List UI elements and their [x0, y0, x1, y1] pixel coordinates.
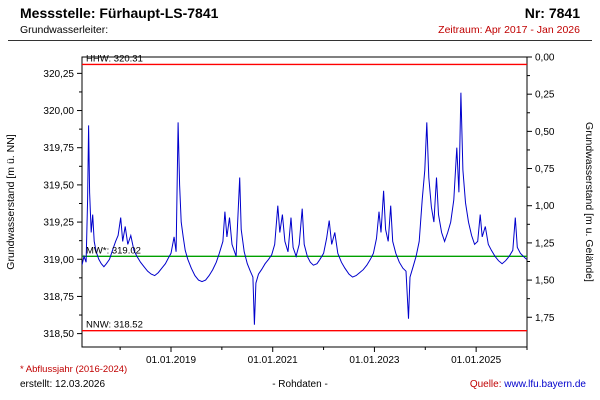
y-right-tick-label: 0,75: [535, 164, 555, 175]
station-title: Messstelle: Fürhaupt-LS-7841: [20, 5, 219, 21]
discharge-year-footnote: * Abflussjahr (2016-2024): [20, 364, 128, 375]
y-right-tick-label: 1,25: [535, 238, 555, 249]
ref-label-hhw: HHW: 320.31: [86, 53, 143, 64]
created-date: erstellt: 12.03.2026: [20, 379, 106, 390]
y-left-tick-label: 319,00: [43, 255, 74, 266]
y-right-tick-label: 0,00: [535, 53, 555, 64]
y-left-tick-label: 319,75: [43, 143, 74, 154]
x-tick-label: 01.01.2019: [146, 355, 196, 366]
y-left-tick-label: 318,75: [43, 292, 74, 303]
y-right-tick-label: 1,50: [535, 276, 555, 287]
plot-border: [81, 56, 528, 348]
x-tick-label: 01.01.2023: [349, 355, 399, 366]
source-label: Quelle:: [469, 379, 502, 390]
y-right-axis-title: Grundwasserstand [m u. Gelände]: [583, 122, 595, 282]
station-number: Nr: 7841: [524, 5, 580, 21]
time-range-label: Zeitraum: Apr 2017 - Jan 2026: [438, 24, 580, 36]
ref-label-nnw: NNW: 318.52: [86, 320, 143, 331]
y-left-tick-label: 320,25: [43, 69, 74, 80]
aquifer-label: Grundwasserleiter:: [20, 24, 109, 36]
header-subtitle-row: Grundwasserleiter: Zeitraum: Apr 2017 - …: [20, 24, 580, 36]
y-right-tick-label: 0,50: [535, 127, 555, 138]
y-right-tick-label: 1,75: [535, 313, 555, 324]
series-line-groundwater: [82, 92, 527, 325]
y-left-axis-title: Grundwasserstand [m ü. NN]: [5, 134, 17, 269]
raw-data-label: - Rohdaten -: [272, 379, 328, 390]
x-tick-label: 01.01.2021: [248, 355, 298, 366]
x-tick-label: 01.01.2025: [451, 355, 501, 366]
y-left-tick-label: 319,50: [43, 180, 74, 191]
source-line: Quelle: www.lfu.bayern.de: [470, 379, 586, 390]
y-left-tick-label: 320,00: [43, 106, 74, 117]
chart-header: Messstelle: Fürhaupt-LS-7841 Nr: 7841 Gr…: [8, 0, 592, 41]
y-right-tick-label: 1,00: [535, 201, 555, 212]
y-right-tick-label: 0,25: [535, 90, 555, 101]
y-left-tick-label: 318,50: [43, 329, 74, 340]
y-left-tick-label: 319,25: [43, 218, 74, 229]
source-link[interactable]: www.lfu.bayern.de: [504, 379, 586, 390]
header-title-row: Messstelle: Fürhaupt-LS-7841 Nr: 7841: [20, 5, 580, 21]
ref-label-mw: MW*: 319.02: [86, 245, 141, 256]
